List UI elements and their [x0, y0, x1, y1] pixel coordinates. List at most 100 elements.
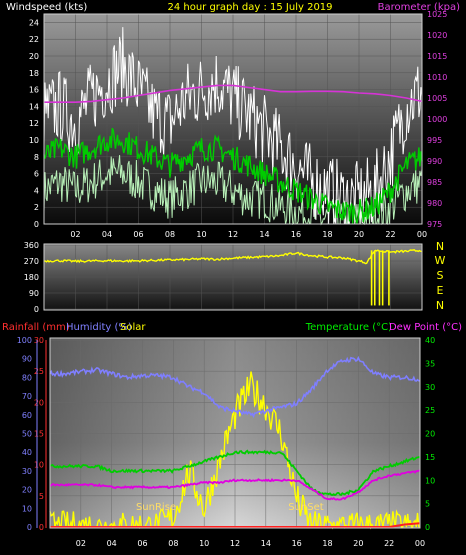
- wind-x-tick-label: 22: [385, 230, 395, 239]
- weather-x-tick-label: 22: [384, 539, 394, 548]
- weather-x-axis: 02 04 06 08 10 12 14 16 18 20 22 00: [76, 539, 425, 548]
- temperature-tick-label: 10: [425, 476, 435, 485]
- temperature-axis: 0 5 10 15 20 25 30 35 40: [425, 336, 435, 532]
- wind-x-tick-label: 02: [70, 230, 80, 239]
- temperature-tick-label: 0: [425, 523, 430, 532]
- wind-y-tick-label: 20: [29, 52, 39, 61]
- direction-left-axis: 0 90 180 270 360: [24, 241, 39, 314]
- rainfall-tick-label: 30: [34, 336, 44, 345]
- wind-avg-series: [43, 127, 423, 225]
- weather-panel-frame: [49, 337, 421, 529]
- wind-gust-line: [43, 27, 423, 225]
- direction-grid: [44, 244, 423, 310]
- humidity-tick-label: 30: [22, 467, 32, 476]
- rainfall-tick-label: 20: [34, 398, 44, 407]
- weather-x-tick-label: 08: [168, 539, 178, 548]
- barometer-y-tick-label: 1000: [427, 115, 447, 124]
- temperature-tick-label: 35: [425, 359, 435, 368]
- humidity-tick-label: 90: [22, 355, 32, 364]
- wind-y-tick-label: 12: [29, 119, 39, 128]
- humidity-tick-label: 50: [22, 430, 32, 439]
- compass-labels: N W S E N: [435, 240, 446, 312]
- humidity-tick-label: 10: [22, 504, 32, 513]
- wind-x-tick-label: 00: [417, 230, 427, 239]
- barometer-y-tick-label: 1010: [427, 73, 447, 82]
- barometer-y-tick-label: 1025: [427, 10, 447, 19]
- rainfall-tick-label: 0: [39, 523, 44, 532]
- humidity-tick-label: 100: [17, 336, 32, 345]
- wind-y-tick-label: 24: [29, 18, 39, 27]
- temperature-label: Temperature (°C): [305, 322, 392, 333]
- dew-point-line: [49, 469, 421, 501]
- sunrise-label: SunRise: [136, 502, 176, 513]
- wind-y-tick-label: 16: [29, 86, 39, 95]
- direction-y-tick-label: 180: [24, 273, 39, 282]
- chart-title: 24 hour graph day : 15 July 2019: [167, 2, 332, 13]
- barometer-right-axis: 975 980 985 990 995 1000 1005 1010 1015 1020 1025: [427, 10, 447, 229]
- wind-y-tick-label: 18: [29, 69, 39, 78]
- barometer-series: [44, 84, 423, 103]
- wind-x-tick-label: 04: [102, 230, 112, 239]
- wind-avg-line: [43, 127, 423, 225]
- direction-panel-frame: [43, 243, 423, 311]
- humidity-series: [49, 355, 421, 419]
- compass-n-bottom: N: [436, 299, 444, 312]
- humidity-line: [49, 355, 421, 419]
- temperature-tick-label: 15: [425, 453, 435, 462]
- sunset-label: SunSet: [288, 502, 324, 513]
- rainfall-tick-label: 5: [39, 492, 44, 501]
- weather-x-tick-label: 12: [230, 539, 240, 548]
- temperature-tick-label: 5: [425, 500, 430, 509]
- compass-e: E: [437, 284, 444, 297]
- barometer-y-tick-label: 990: [427, 157, 442, 166]
- barometer-y-tick-label: 985: [427, 178, 442, 187]
- barometer-label: Barometer (kpa): [378, 2, 460, 13]
- rainfall-tick-label: 25: [34, 367, 44, 376]
- direction-series: [43, 249, 423, 306]
- wind-x-tick-label: 20: [354, 230, 364, 239]
- humidity-tick-label: 20: [22, 486, 32, 495]
- wind-y-tick-label: 2: [34, 203, 39, 212]
- weather-x-tick-label: 10: [199, 539, 209, 548]
- temperature-tick-label: 20: [425, 430, 435, 439]
- temperature-line: [49, 449, 421, 497]
- direction-line: [43, 249, 423, 265]
- wind-y-tick-label: 6: [34, 170, 39, 179]
- humidity-axis: 0 10 20 30 40 50 60 70 80 90 100: [17, 336, 32, 532]
- barometer-line: [44, 84, 423, 103]
- compass-s: S: [437, 269, 444, 282]
- wind-x-tick-label: 06: [133, 230, 143, 239]
- temperature-series: [49, 449, 421, 497]
- wind-x-axis: 02 04 06 08 10 12 14 16 18 20 22 00: [70, 230, 427, 239]
- barometer-y-tick-label: 995: [427, 136, 442, 145]
- wind-x-tick-label: 18: [322, 230, 332, 239]
- barometer-y-tick-label: 1020: [427, 31, 447, 40]
- rainfall-label: Rainfall (mm): [2, 322, 70, 333]
- direction-y-tick-label: 270: [24, 257, 39, 266]
- wind-x-tick-label: 10: [196, 230, 206, 239]
- wind-panel-grid: [44, 14, 423, 225]
- weather-x-tick-label: 18: [322, 539, 332, 548]
- dew-point-label: Dew Point (°C): [389, 322, 462, 333]
- weather-x-tick-label: 20: [353, 539, 363, 548]
- wind-panel-frame: [43, 13, 423, 225]
- weather-x-tick-label: 04: [107, 539, 117, 548]
- wind-y-tick-label: 22: [29, 35, 39, 44]
- barometer-y-tick-label: 1015: [427, 52, 447, 61]
- humidity-tick-label: 40: [22, 448, 32, 457]
- weather-x-tick-label: 00: [415, 539, 425, 548]
- rainfall-series: [50, 522, 421, 528]
- compass-w: W: [435, 254, 446, 267]
- dew-point-series: [49, 469, 421, 501]
- weather-x-tick-label: 16: [292, 539, 302, 548]
- direction-y-tick-label: 0: [34, 305, 39, 314]
- wind-x-tick-label: 16: [291, 230, 301, 239]
- humidity-label: Humidity (%): [66, 322, 132, 333]
- wind-x-tick-label: 08: [165, 230, 175, 239]
- weather-x-tick-label: 02: [76, 539, 86, 548]
- wind-y-tick-label: 4: [34, 186, 39, 195]
- temperature-tick-label: 40: [425, 336, 435, 345]
- weather-x-tick-label: 06: [137, 539, 147, 548]
